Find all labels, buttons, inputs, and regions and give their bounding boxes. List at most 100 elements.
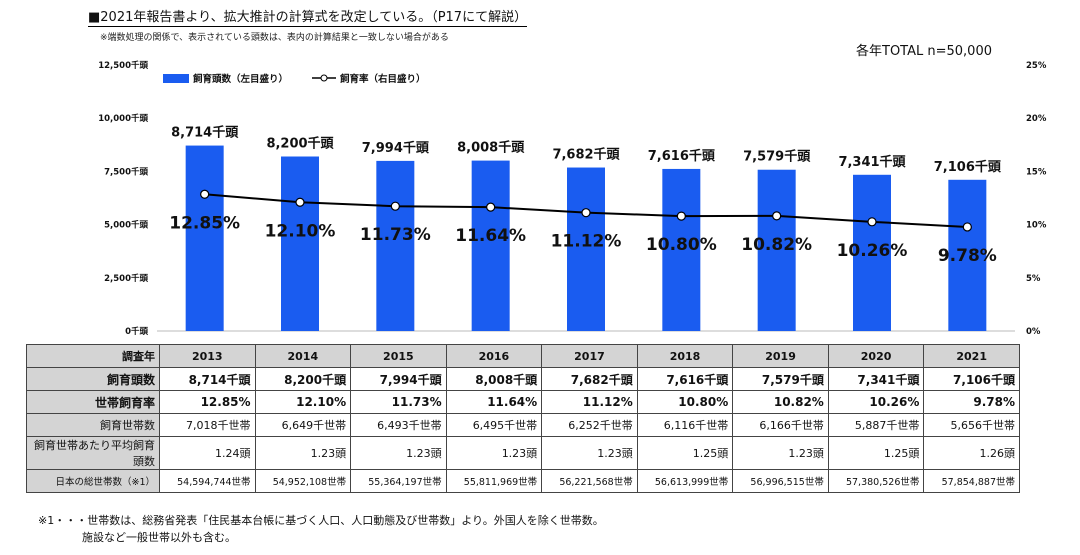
table-row: 飼育世帯あたり平均飼育頭数 1.24頭 1.23頭 1.23頭 1.23頭 1.23頭 1.… (26, 436, 1020, 470)
chart: 0千頭 2,500千頭 5,000千頭 7,500千頭 10,000千頭 12,500千頭… (98, 60, 1047, 337)
bar-data-label: 8,714千頭 (171, 125, 239, 141)
table-cell: 1.25頭 (827, 436, 925, 470)
bar (757, 169, 796, 331)
table-cell: 6,166千世帯 (732, 413, 829, 437)
line-data-label: 9.78% (938, 246, 997, 266)
table-cell: 1.23頭 (541, 436, 638, 470)
table-cell: 2017 (541, 344, 638, 368)
bar-data-label: 7,579千頭 (743, 149, 811, 165)
y-right-tick-label: 15% (1026, 167, 1047, 177)
table-cell: 2014 (254, 344, 352, 368)
line-data-label: 11.73% (360, 225, 431, 245)
bar-data-label: 8,200千頭 (266, 136, 334, 152)
row-label: 飼育世帯数 (26, 413, 160, 437)
line-point (295, 197, 305, 207)
legend-bar-label: 飼育頭数（左目盛り） (192, 73, 288, 85)
table-cell: 7,616千頭 (636, 367, 734, 391)
line-data-label: 12.85% (169, 213, 240, 233)
table-cell: 6,493千世帯 (350, 413, 447, 437)
table-cell: 2020 (827, 344, 925, 368)
bar (281, 156, 319, 331)
bar-data-label: 7,341千頭 (838, 154, 906, 170)
line-point (390, 201, 400, 211)
y-right-tick-label: 5% (1026, 274, 1041, 284)
line-point (676, 211, 686, 221)
table-cell: 1.23頭 (350, 436, 447, 470)
bar (471, 160, 510, 331)
y-left-tick-label: 2,500千頭 (104, 273, 148, 284)
table-row: 世帯飼育率 12.85% 12.10% 11.73% 11.64% 11.12% 10.80… (26, 390, 1020, 414)
table-cell: 57,380,526世帯 (827, 469, 925, 493)
table-cell: 56,221,568世帯 (541, 469, 638, 493)
table-cell: 12.10% (254, 390, 352, 414)
row-label: 日本の総世帯数（※1） (26, 469, 160, 493)
legend-bar-swatch (163, 74, 189, 83)
table-cell: 55,811,969世帯 (445, 469, 543, 493)
table-cell: 8,200千頭 (254, 367, 352, 391)
y-left-tick-label: 7,500千頭 (104, 166, 148, 177)
table-cell: 7,994千頭 (350, 367, 447, 391)
table-cell: 57,854,887世帯 (923, 469, 1020, 493)
y-right-tick-label: 25% (1026, 61, 1047, 71)
footnote-1: ※1・・・世帯数は、総務省発表「住民基本台帳に基づく人口、人口動態及び世帯数」よ… (38, 514, 604, 527)
bar-data-label: 7,106千頭 (934, 159, 1002, 175)
table-cell: 2019 (732, 344, 829, 368)
bar-data-label: 8,008千頭 (457, 140, 525, 156)
bar-data-label: 7,682千頭 (552, 147, 620, 163)
bar-data-label: 7,994千頭 (362, 140, 430, 156)
table-cell: 6,252千世帯 (541, 413, 638, 437)
table-row: 調査年 2013 2014 2015 2016 2017 2018 2019 2020 2021 (26, 344, 1020, 368)
table-row: 飼育世帯数 7,018千世帯 6,649千世帯 6,493千世帯 6,495千世帯 6,2… (26, 413, 1020, 437)
table-cell: 8,008千頭 (445, 367, 543, 391)
row-label: 世帯飼育率 (26, 390, 160, 414)
table-cell: 2015 (350, 344, 447, 368)
table-cell: 10.26% (827, 390, 925, 414)
line-point (486, 202, 496, 212)
y-left-tick-label: 5,000千頭 (104, 220, 148, 231)
legend-line-marker (320, 74, 328, 82)
y-left-tick-label: 10,000千頭 (98, 113, 148, 124)
legend-line-label: 飼育率（右目盛り） (339, 73, 426, 85)
bar (185, 145, 224, 331)
table-cell: 11.73% (350, 390, 447, 414)
line-point (962, 222, 972, 232)
table-cell: 1.23頭 (254, 436, 352, 470)
table-cell: 2021 (923, 344, 1020, 368)
row-label: 飼育頭数 (26, 367, 160, 391)
table-cell: 55,364,197世帯 (350, 469, 447, 493)
line-point (200, 189, 210, 199)
line-point (772, 211, 782, 221)
table-cell: 7,106千頭 (923, 367, 1020, 391)
data-table: 調査年 2013 2014 2015 2016 2017 2018 2019 2020 2021 飼… (26, 344, 1020, 493)
table-cell: 1.25頭 (636, 436, 734, 470)
table-cell: 7,579千頭 (732, 367, 829, 391)
table-cell: 2013 (159, 344, 256, 368)
table-cell: 56,996,515世帯 (732, 469, 829, 493)
table-cell: 7,018千世帯 (159, 413, 256, 437)
bar (567, 167, 605, 331)
line-data-label: 10.80% (646, 235, 717, 255)
bar (662, 168, 701, 331)
line-data-label: 10.82% (741, 235, 812, 255)
line-data-label: 10.26% (837, 241, 908, 261)
y-right-tick-label: 0% (1026, 327, 1041, 337)
footnote-2: 施設など一般世帯以外も含む。 (82, 531, 236, 544)
table-cell: 6,649千世帯 (254, 413, 352, 437)
line-point (867, 217, 877, 227)
y-left-tick-label: 12,500千頭 (98, 60, 148, 71)
table-cell: 54,952,108世帯 (254, 469, 352, 493)
line-data-label: 12.10% (265, 221, 336, 241)
table-cell: 6,495千世帯 (445, 413, 543, 437)
table-cell: 2018 (636, 344, 734, 368)
table-cell: 10.80% (636, 390, 734, 414)
table-cell: 8,714千頭 (159, 367, 256, 391)
bar (376, 160, 415, 331)
table-cell: 2016 (445, 344, 543, 368)
table-cell: 1.24頭 (159, 436, 256, 470)
bar-data-label: 7,616千頭 (648, 148, 716, 164)
table-cell: 1.26頭 (923, 436, 1020, 470)
table-cell: 1.23頭 (445, 436, 543, 470)
table-cell: 10.82% (732, 390, 829, 414)
table-row: 日本の総世帯数（※1） 54,594,744世帯 54,952,108世帯 55,36… (26, 469, 1020, 493)
table-cell: 1.23頭 (732, 436, 829, 470)
